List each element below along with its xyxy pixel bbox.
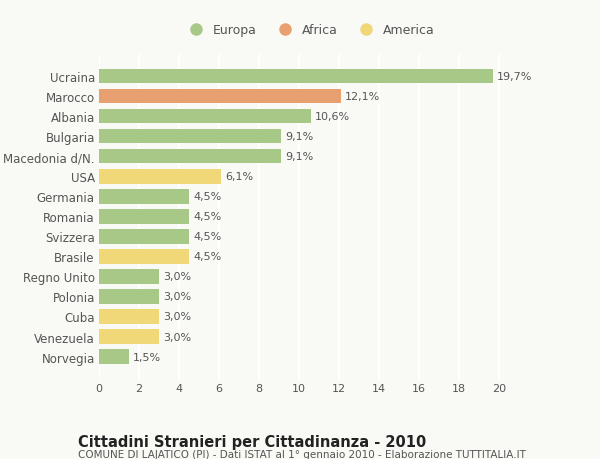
Text: 1,5%: 1,5% xyxy=(133,352,161,362)
Text: 3,0%: 3,0% xyxy=(163,332,191,342)
Bar xyxy=(99,210,189,224)
Bar xyxy=(99,290,159,304)
Bar xyxy=(99,269,159,284)
Text: 4,5%: 4,5% xyxy=(193,212,221,222)
Text: 4,5%: 4,5% xyxy=(193,232,221,242)
Bar xyxy=(99,110,311,124)
Text: 19,7%: 19,7% xyxy=(497,72,532,82)
Text: 3,0%: 3,0% xyxy=(163,272,191,282)
Text: 4,5%: 4,5% xyxy=(193,252,221,262)
Text: 3,0%: 3,0% xyxy=(163,292,191,302)
Bar xyxy=(99,90,341,104)
Text: 3,0%: 3,0% xyxy=(163,312,191,322)
Text: Cittadini Stranieri per Cittadinanza - 2010: Cittadini Stranieri per Cittadinanza - 2… xyxy=(78,434,426,449)
Text: 6,1%: 6,1% xyxy=(225,172,253,182)
Legend: Europa, Africa, America: Europa, Africa, America xyxy=(178,19,440,42)
Text: 10,6%: 10,6% xyxy=(315,112,350,122)
Text: 9,1%: 9,1% xyxy=(285,132,313,142)
Bar xyxy=(99,190,189,204)
Bar xyxy=(99,70,493,84)
Bar xyxy=(99,310,159,324)
Bar xyxy=(99,150,281,164)
Text: 9,1%: 9,1% xyxy=(285,152,313,162)
Text: COMUNE DI LAJATICO (PI) - Dati ISTAT al 1° gennaio 2010 - Elaborazione TUTTITALI: COMUNE DI LAJATICO (PI) - Dati ISTAT al … xyxy=(78,449,526,459)
Text: 4,5%: 4,5% xyxy=(193,192,221,202)
Bar xyxy=(99,330,159,344)
Bar xyxy=(99,350,129,364)
Bar xyxy=(99,250,189,264)
Bar xyxy=(99,130,281,144)
Text: 12,1%: 12,1% xyxy=(345,92,380,102)
Bar xyxy=(99,170,221,184)
Bar xyxy=(99,230,189,244)
